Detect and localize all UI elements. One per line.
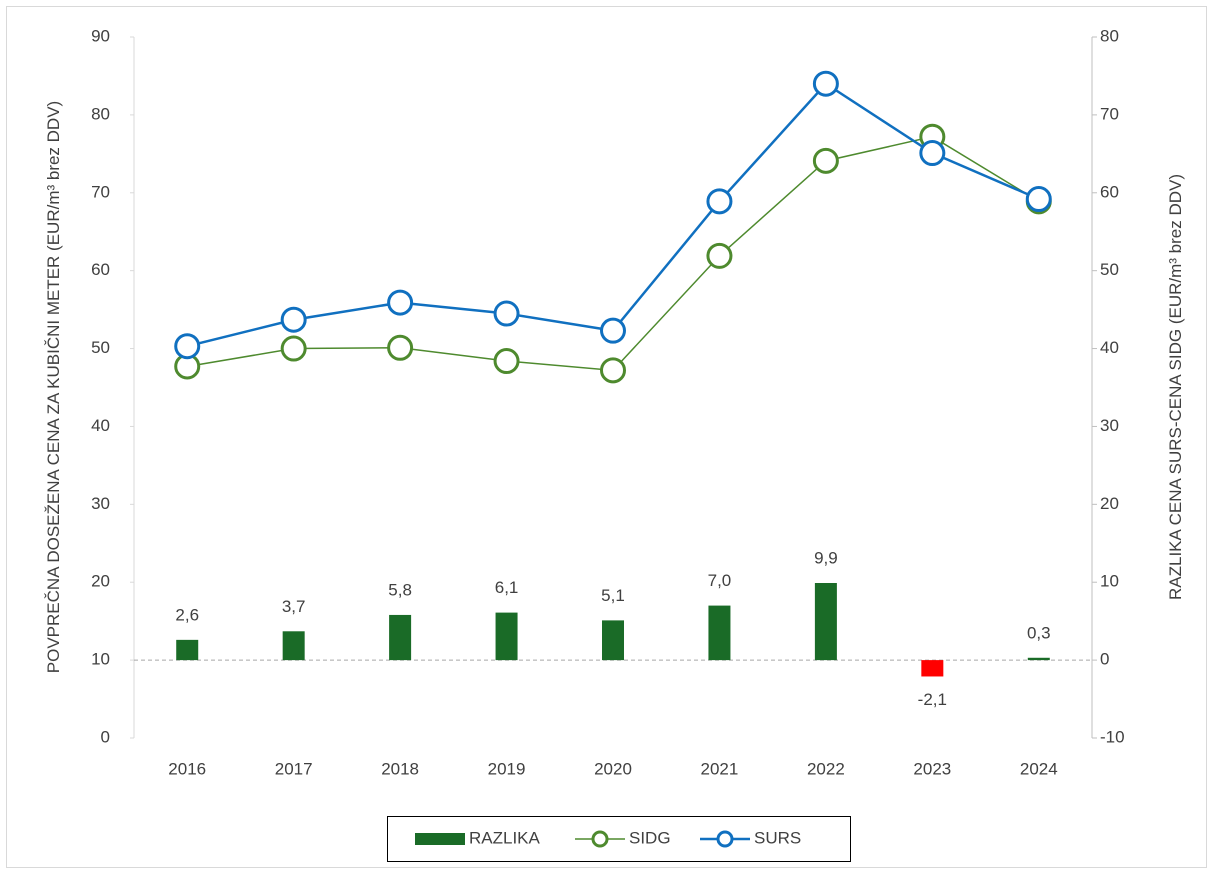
marker [600, 357, 626, 384]
marker [812, 70, 839, 97]
y-axis-title: POVPREČNA DOSEŽENA CENA ZA KUBIČNI METER… [44, 100, 63, 674]
legend-marker [591, 830, 609, 848]
marker [280, 306, 307, 333]
y2-axis-title: RAZLIKA CENA SURS-CENA SIDG (EUR/m³ brez… [1166, 173, 1185, 601]
y2-tick-label: -10 [1100, 727, 1125, 746]
x-tick-label: 2019 [488, 759, 526, 778]
data-label: 0,3 [1027, 623, 1051, 642]
marker [493, 300, 520, 327]
legend-swatch [415, 833, 465, 845]
marker [600, 317, 626, 344]
data-label: 3,7 [282, 597, 306, 616]
y-tick-label: 50 [91, 338, 110, 357]
x-tick-label: 2022 [807, 759, 845, 778]
y-tick-label: 0 [101, 727, 110, 746]
legend-label: SURS [754, 828, 801, 847]
bar [602, 620, 624, 661]
y2-tick-label: 0 [1100, 650, 1109, 669]
y-tick-label: 30 [91, 494, 110, 513]
marker [174, 333, 201, 360]
y-tick-label: 40 [91, 416, 110, 435]
bar [708, 605, 731, 661]
x-tick-label: 2020 [594, 759, 632, 778]
legend-label: RAZLIKA [469, 828, 541, 847]
marker [387, 289, 414, 316]
y2-tick-label: 40 [1100, 338, 1119, 357]
bar [282, 631, 305, 661]
x-tick-label: 2017 [275, 759, 313, 778]
marker [493, 348, 520, 375]
data-label: 6,1 [495, 578, 519, 597]
marker [706, 242, 733, 269]
data-label: -2,1 [918, 690, 947, 709]
marker [812, 147, 839, 174]
y2-tick-label: 60 [1100, 182, 1119, 201]
chart-frame [6, 6, 1207, 868]
data-label: 2,6 [175, 605, 199, 624]
y-tick-label: 20 [91, 572, 110, 591]
y2-tick-label: 20 [1100, 494, 1119, 513]
y-tick-label: 70 [91, 182, 110, 201]
bar [814, 583, 837, 661]
x-tick-label: 2016 [168, 759, 206, 778]
bar [176, 639, 199, 661]
marker [919, 140, 946, 167]
marker [1025, 186, 1052, 213]
series-line [186, 82, 1040, 348]
data-label: 9,9 [814, 548, 838, 567]
data-label: 5,1 [601, 586, 625, 605]
bar [921, 660, 944, 677]
x-tick-label: 2024 [1020, 759, 1058, 778]
marker [387, 334, 414, 361]
marker [280, 335, 307, 362]
y2-tick-label: 50 [1100, 260, 1119, 279]
marker [706, 188, 733, 215]
y-tick-label: 60 [91, 260, 110, 279]
x-tick-label: 2023 [913, 759, 951, 778]
bar [1027, 657, 1050, 661]
legend-marker [716, 830, 734, 848]
data-label: 5,8 [388, 580, 412, 599]
x-tick-label: 2018 [381, 759, 419, 778]
x-tick-label: 2021 [701, 759, 739, 778]
y2-tick-label: 70 [1100, 104, 1119, 123]
y-tick-label: 90 [91, 26, 110, 45]
legend-label: SIDG [629, 828, 671, 847]
bar [495, 612, 518, 661]
y2-tick-label: 10 [1100, 572, 1119, 591]
y2-tick-label: 80 [1100, 26, 1119, 45]
y-tick-label: 10 [91, 650, 110, 669]
y2-tick-label: 30 [1100, 416, 1119, 435]
data-label: 7,0 [708, 571, 732, 590]
y-tick-label: 80 [91, 104, 110, 123]
bar [389, 614, 412, 661]
